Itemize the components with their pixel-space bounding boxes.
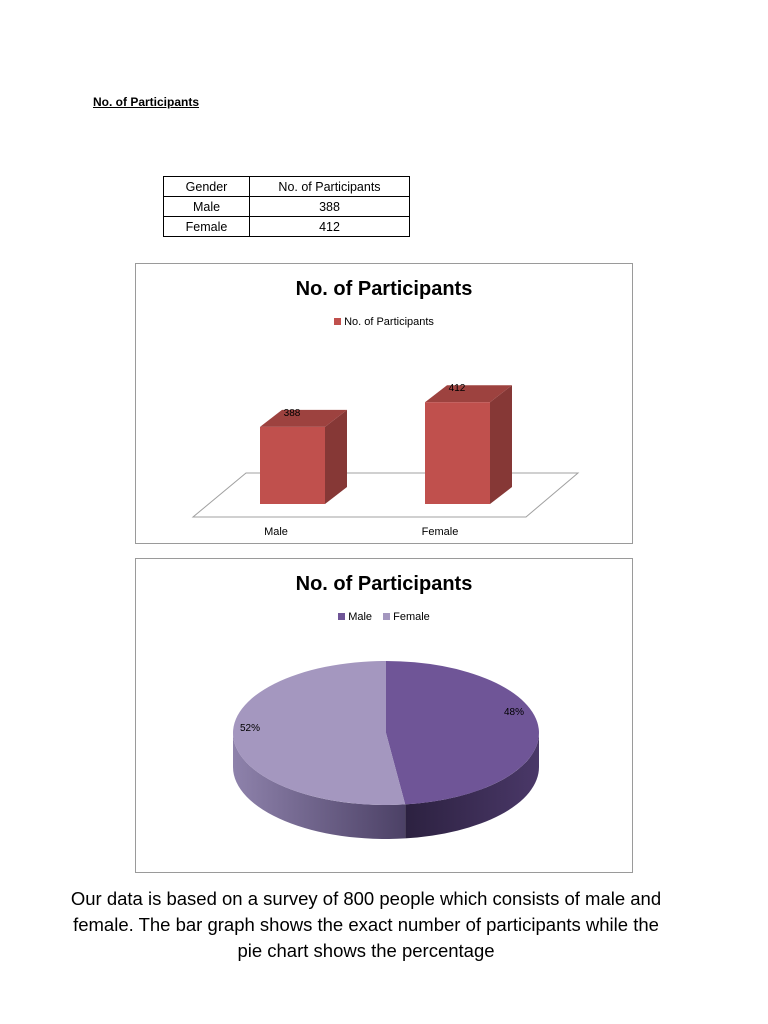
pie-chart-legend: Male Female	[136, 611, 632, 623]
bar-top	[425, 385, 512, 403]
x-tick-label: Male	[264, 526, 288, 538]
legend-item: Male	[338, 611, 375, 623]
legend-swatch	[383, 613, 391, 620]
bar-side	[325, 409, 347, 504]
bar-data-label: 388	[284, 408, 301, 419]
table-row: Male 388	[163, 196, 410, 217]
pie-slice	[233, 661, 406, 805]
bar-side	[490, 385, 512, 504]
x-tick-label: Female	[422, 526, 459, 538]
legend-swatch	[334, 318, 342, 325]
legend-label: Female	[393, 611, 430, 623]
pie-slice-side	[405, 733, 539, 839]
bar-chart-title: No. of Participants	[295, 278, 473, 300]
pie-plot-area: 48% 52%	[233, 661, 539, 839]
bar-top	[260, 409, 347, 427]
bar-plot-area: 388 Male 412 Female	[191, 383, 580, 538]
bar	[260, 426, 325, 504]
table-cell: Male	[163, 196, 250, 217]
chart-floor	[191, 472, 580, 518]
pie-data-label: 48%	[504, 707, 524, 718]
legend-item: Female	[383, 611, 430, 623]
legend-swatch	[338, 613, 346, 620]
pie-data-label: 52%	[240, 723, 260, 734]
table-cell: 412	[249, 216, 410, 237]
table-header-cell: Gender	[163, 176, 250, 197]
table-cell: 388	[249, 196, 410, 217]
pie-chart: No. of Participants Male Female 48% 52%	[135, 558, 633, 873]
table-cell: Female	[163, 216, 250, 237]
pie-slice	[386, 661, 539, 805]
pie-chart-title: No. of Participants	[295, 573, 473, 595]
table-header-cell: No. of Participants	[249, 176, 410, 197]
table-row: Female 412	[163, 216, 410, 237]
bar	[425, 402, 490, 504]
page-heading: No. of Participants	[93, 95, 200, 109]
pie-slice-side	[233, 733, 406, 839]
legend-label: Male	[348, 611, 373, 623]
bar-chart-legend: No. of Participants	[136, 316, 632, 328]
caption-paragraph: Our data is based on a survey of 800 peo…	[70, 888, 662, 961]
participants-table: Gender No. of Participants Male 388 Fema…	[163, 176, 410, 237]
bar-data-label: 412	[449, 383, 466, 394]
legend-label: No. of Participants	[344, 316, 434, 328]
table-header-row: Gender No. of Participants	[163, 176, 410, 197]
legend-item: No. of Participants	[334, 316, 434, 328]
bar-chart: No. of Participants No. of Participants …	[135, 263, 633, 544]
